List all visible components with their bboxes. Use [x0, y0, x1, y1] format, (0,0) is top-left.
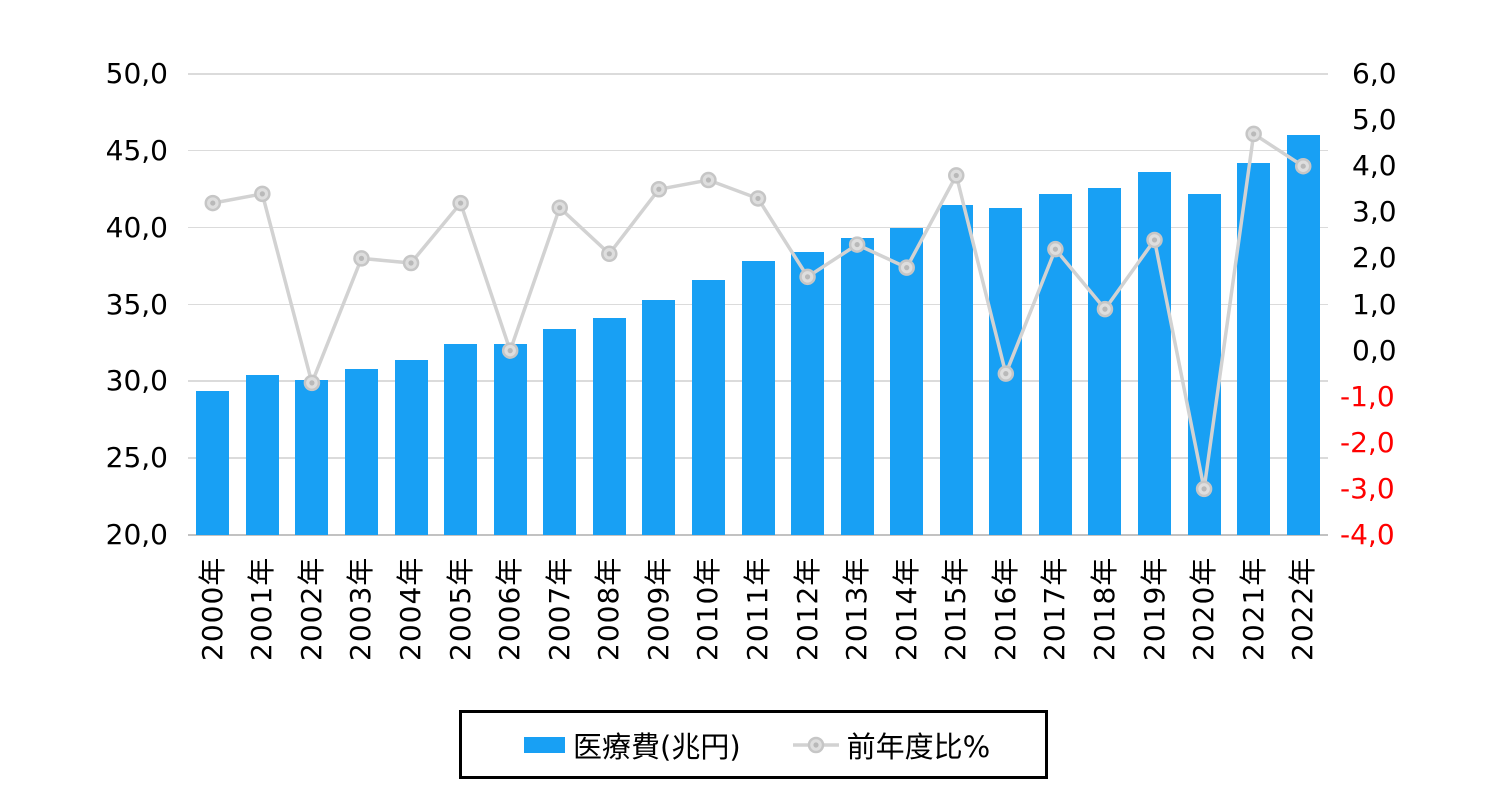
medical-cost-bar: [890, 227, 924, 535]
left-axis-tick: 25,0: [105, 441, 168, 475]
yoy-marker-dot: [408, 260, 414, 266]
yoy-marker-dot: [458, 200, 464, 206]
x-axis-label: 2020年: [1187, 556, 1221, 661]
medical-cost-bar: [444, 344, 478, 535]
yoy-marker-dot: [804, 274, 811, 280]
legend-label-medical-cost: 医療費(兆円): [573, 729, 741, 764]
right-axis-tick: 1,0: [1352, 287, 1397, 321]
medical-cost-bar: [691, 279, 725, 535]
left-axis-tick: 45,0: [105, 133, 168, 167]
x-axis-label: 2015年: [939, 556, 973, 661]
x-axis-label: 2022年: [1286, 556, 1320, 661]
left-axis-tick: 40,0: [105, 210, 168, 244]
medical-cost-bar: [1286, 135, 1320, 535]
yoy-marker-dot: [1201, 486, 1207, 492]
yoy-marker-dot: [1151, 237, 1158, 243]
right-axis-tick: -3,0: [1340, 471, 1395, 505]
right-axis-tick: 2,0: [1352, 241, 1397, 275]
right-axis-tick: 5,0: [1352, 103, 1397, 137]
gridline: [188, 149, 1328, 152]
yoy-marker-dot: [755, 195, 761, 202]
yoy-marker-dot: [259, 191, 265, 197]
medical-cost-bar: [543, 329, 577, 535]
left-axis-tick: 35,0: [105, 287, 168, 321]
yoy-line-layer: [204, 125, 1312, 498]
medical-cost-bar: [741, 261, 775, 535]
medical-cost-bar: [493, 344, 527, 535]
yoy-marker-dot: [210, 200, 216, 206]
x-axis-label: 2004年: [394, 556, 428, 661]
medical-cost-bar: [791, 252, 825, 535]
left-axis-tick: 50,0: [105, 57, 168, 90]
x-axis-label: 2005年: [443, 556, 477, 661]
yoy-marker-dot: [1300, 163, 1306, 169]
x-axis-label: 2010年: [691, 556, 725, 661]
yoy-marker-dot: [854, 241, 860, 248]
right-axis-tick: 0,0: [1352, 333, 1397, 367]
yoy-marker-dot: [1052, 246, 1058, 252]
x-axis-label: 2018年: [1087, 556, 1121, 661]
x-axis-label: 2008年: [592, 556, 626, 661]
yoy-marker-dot: [309, 380, 315, 386]
x-axis-label: 2003年: [344, 556, 378, 661]
medical-cost-bar: [840, 238, 874, 535]
yoy-marker-dot: [507, 348, 513, 354]
left-axis-tick: 30,0: [105, 364, 168, 398]
right-axis-tick: -1,0: [1340, 379, 1395, 413]
x-axis-label: 2016年: [988, 556, 1022, 661]
legend: 医療費(兆円) 前年度比%: [459, 710, 1048, 779]
x-axis-label: 2007年: [542, 556, 576, 661]
left-axis-tick: 20,0: [105, 518, 168, 551]
right-axis-tick: 4,0: [1352, 149, 1397, 183]
right-axis-tick: -4,0: [1340, 518, 1395, 551]
medical-cost-bar: [344, 369, 378, 535]
x-axis-label: 2013年: [840, 556, 874, 661]
x-axis-label: 2000年: [195, 556, 229, 661]
yoy-marker-dot: [953, 172, 959, 179]
yoy-marker-dot: [358, 255, 365, 261]
medical-cost-bar: [592, 318, 626, 535]
yoy-marker-dot: [904, 265, 910, 271]
x-axis-label: 2009年: [641, 556, 675, 661]
x-axis-label: 2019年: [1137, 556, 1171, 661]
right-axis-tick: -2,0: [1340, 425, 1395, 459]
yoy-marker-dot: [1102, 306, 1108, 312]
gridline: [188, 73, 1328, 75]
yoy-line: [212, 130, 1305, 490]
x-axis-label: 2011年: [741, 556, 774, 661]
x-axis-label: 2014年: [889, 556, 923, 661]
legend-line-marker-swatch: [792, 736, 839, 753]
x-axis-label: 2006年: [493, 556, 527, 661]
x-axis-label: 2021年: [1236, 556, 1270, 661]
medical-cost-bar: [196, 390, 230, 535]
x-axis-label: 2002年: [294, 556, 328, 661]
gridline: [188, 226, 1328, 229]
x-axis-label: 2017年: [1038, 556, 1072, 661]
yoy-marker-dot: [705, 177, 712, 183]
medical-cost-bar: [245, 375, 279, 535]
right-axis-tick: 3,0: [1352, 195, 1397, 229]
medical-cost-bar: [939, 204, 973, 535]
medical-cost-bar: [642, 299, 676, 535]
medical-cost-bar: [1088, 187, 1122, 535]
legend-label-yoy: 前年度比%: [846, 729, 991, 764]
yoy-marker-dot: [1003, 371, 1009, 377]
plot-area: [188, 73, 1328, 536]
medical-cost-bar: [394, 359, 428, 535]
legend-bar-swatch: [524, 736, 565, 753]
yoy-marker-dot: [557, 205, 563, 211]
x-axis-label: 2001年: [245, 556, 279, 661]
yoy-marker-dot: [1251, 131, 1257, 137]
medical-cost-bar: [295, 379, 329, 535]
yoy-marker-dot: [606, 251, 612, 257]
x-axis-line: [188, 534, 1328, 536]
right-axis-tick: 6,0: [1352, 57, 1397, 90]
x-axis-label: 2012年: [790, 556, 824, 661]
yoy-marker-dot: [656, 186, 662, 192]
